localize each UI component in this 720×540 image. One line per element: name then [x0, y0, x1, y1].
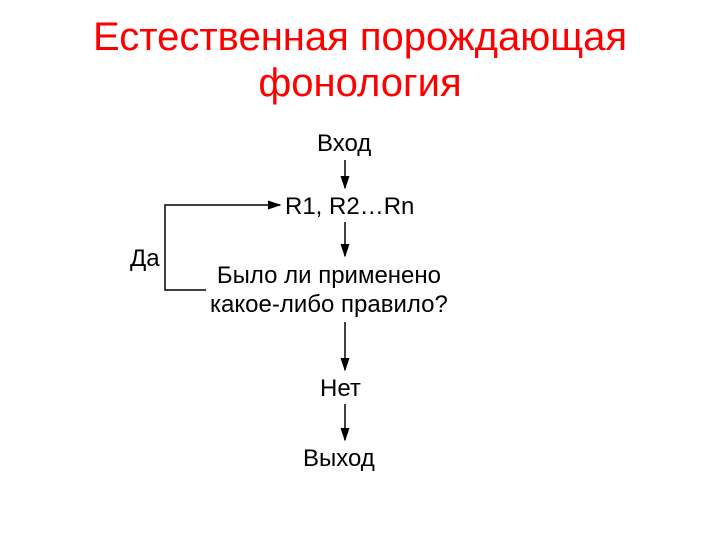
slide-title: Естественная порождающая фонология — [0, 14, 720, 106]
node-question: Было ли применено какое-либо правило? — [210, 262, 448, 320]
title-line2: фонология — [258, 61, 461, 105]
node-no: Нет — [320, 375, 361, 404]
node-yes: Да — [130, 245, 160, 274]
node-rules: R1, R2…Rn — [285, 193, 414, 222]
node-input: Вход — [317, 130, 371, 159]
node-output: Выход — [303, 445, 375, 474]
title-line1: Естественная порождающая — [93, 15, 627, 59]
